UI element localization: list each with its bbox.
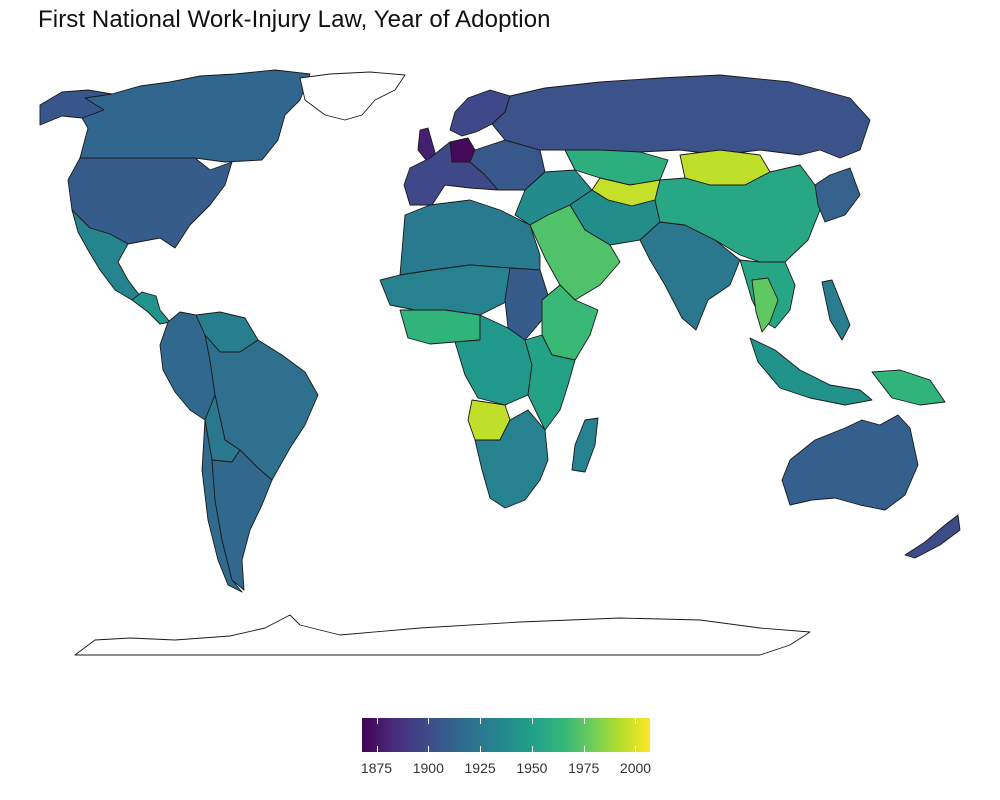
region-ethiopia-somalia: [541, 284, 599, 361]
color-legend: 1875 1900 1925 1950 1975 2000: [360, 716, 660, 786]
region-china: [654, 164, 821, 263]
region-papua-new-guinea: [871, 369, 946, 406]
region-madagascar: [571, 417, 599, 473]
region-arabia: [529, 204, 621, 301]
legend-tick: [583, 718, 585, 752]
region-argentina: [211, 449, 273, 591]
legend-tick: [635, 718, 637, 752]
region-philippines: [821, 279, 851, 341]
legend-tick: [480, 718, 482, 752]
legend-tick: [428, 718, 430, 752]
legend-tick-label: 2000: [619, 760, 652, 776]
legend-tick-label: 1900: [412, 760, 444, 776]
region-central-america: [131, 291, 171, 325]
region-antarctica: [74, 614, 811, 656]
region-australia: [781, 414, 919, 511]
world-choropleth-map: [39, 69, 961, 656]
region-southern-africa: [474, 409, 549, 509]
legend-tick: [531, 718, 533, 752]
region-east-africa: [524, 334, 576, 431]
region-russia: [491, 74, 871, 159]
region-sahel: [379, 264, 511, 316]
legend-tick: [376, 718, 378, 752]
region-japan-korea: [814, 167, 861, 223]
legend-tick-label: 1975: [568, 760, 600, 776]
legend-tick-label: 1925: [464, 760, 496, 776]
legend-gradient-bar: [362, 718, 650, 752]
region-indonesia: [749, 337, 873, 406]
region-new-zealand: [904, 514, 961, 559]
region-west-africa: [399, 309, 481, 345]
region-canada: [79, 69, 311, 163]
map-title: First National Work-Injury Law, Year of …: [38, 6, 551, 33]
region-greenland: [299, 71, 406, 121]
legend-tick-label: 1950: [516, 760, 548, 776]
region-thailand: [751, 277, 779, 333]
legend-tick-label: 1875: [360, 760, 393, 776]
region-sudan: [504, 267, 549, 341]
